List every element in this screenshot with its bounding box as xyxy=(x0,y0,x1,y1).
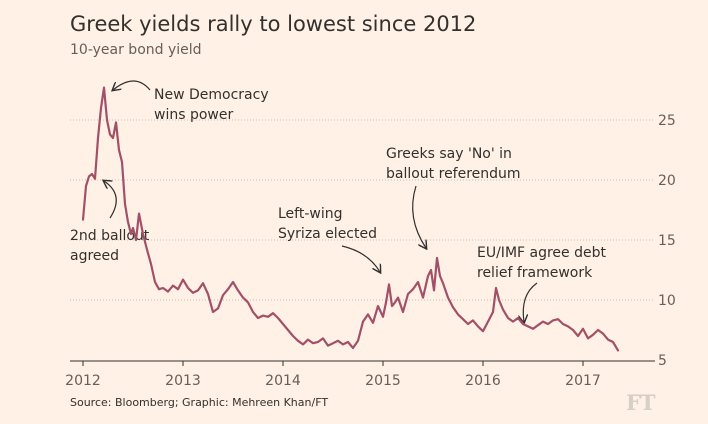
chart-subtitle: 10-year bond yield xyxy=(70,42,202,58)
source-note: Source: Bloomberg; Graphic: Mehreen Khan… xyxy=(70,396,329,409)
annotation-eu-imf: relief framework xyxy=(477,265,593,281)
annotation-arrow-new-democracy xyxy=(113,80,151,90)
y-tick-label: 10 xyxy=(658,293,676,309)
annotation-arrow-syriza xyxy=(341,245,380,272)
x-tick-label: 2016 xyxy=(465,373,501,389)
annotation-greeks-no: ballout referendum xyxy=(386,166,521,182)
series-layer xyxy=(81,86,620,352)
annotation-arrow-second-ballout xyxy=(104,181,117,219)
annotation-syriza: Left-wing xyxy=(278,206,343,222)
x-tick-label: 2013 xyxy=(165,373,201,389)
x-tick-label: 2014 xyxy=(265,373,301,389)
annotation-second-ballout: agreed xyxy=(70,248,119,264)
x-tick-label: 2015 xyxy=(365,373,401,389)
annotation-new-democracy: New Democracy xyxy=(154,87,269,103)
y-tick-label: 25 xyxy=(658,113,676,129)
series-line-0 xyxy=(81,86,620,352)
annotation-greeks-no: Greeks say 'No' in xyxy=(386,146,512,162)
x-axis: 2012 2013 2014 2015 2016 2017 xyxy=(65,360,655,389)
annotation-syriza: Syriza elected xyxy=(278,226,377,242)
y-axis: 5 10 15 20 25 xyxy=(658,113,676,369)
x-tick-label: 2012 xyxy=(65,373,101,389)
ft-logo: FT xyxy=(626,390,656,415)
annotation-arrow-eu-imf xyxy=(523,282,538,322)
annotation-new-democracy: wins power xyxy=(154,107,233,123)
x-tick-label: 2017 xyxy=(565,373,601,389)
annotation-arrow-greeks-no xyxy=(412,185,426,248)
y-tick-label: 15 xyxy=(658,233,676,249)
y-tick-label: 5 xyxy=(658,353,667,369)
annotation-eu-imf: EU/IMF agree debt xyxy=(477,245,606,261)
chart-title: Greek yields rally to lowest since 2012 xyxy=(70,12,477,36)
y-tick-label: 20 xyxy=(658,173,676,189)
